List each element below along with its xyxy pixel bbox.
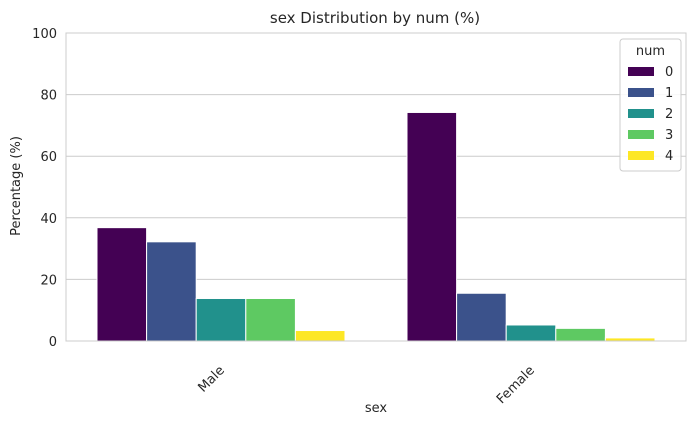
bar-female-2 bbox=[505, 324, 557, 342]
legend-swatch-3 bbox=[628, 130, 654, 139]
bars bbox=[96, 111, 656, 342]
y-tick-label: 40 bbox=[40, 212, 57, 227]
chart-title: sex Distribution by num (%) bbox=[270, 9, 480, 27]
bar-male-4 bbox=[294, 330, 346, 342]
y-tick-label: 60 bbox=[40, 150, 57, 165]
x-tick-label: Male bbox=[195, 363, 227, 395]
y-axis-label: Percentage (%) bbox=[9, 136, 24, 236]
bar-male-2 bbox=[195, 297, 247, 342]
legend-swatch-2 bbox=[628, 109, 654, 118]
y-tick-label: 80 bbox=[40, 89, 57, 104]
legend-label: 0 bbox=[665, 65, 673, 80]
legend-label: 4 bbox=[665, 149, 673, 164]
bar-female-1 bbox=[456, 292, 507, 342]
bar-male-3 bbox=[245, 297, 296, 342]
y-axis-ticks: 0 20 40 60 80 100 bbox=[32, 27, 57, 350]
x-tick-label: Female bbox=[494, 363, 538, 407]
legend-label: 1 bbox=[665, 86, 673, 101]
x-axis-label: sex bbox=[365, 401, 388, 416]
legend-swatch-1 bbox=[628, 88, 654, 97]
bar-female-3 bbox=[555, 327, 606, 342]
legend-swatch-0 bbox=[628, 67, 654, 76]
legend-label: 2 bbox=[665, 107, 673, 122]
y-tick-label: 100 bbox=[32, 27, 57, 42]
legend-title: num bbox=[636, 44, 665, 59]
bar-male-1 bbox=[146, 241, 197, 342]
legend-swatch-4 bbox=[628, 151, 654, 160]
plot-frame bbox=[65, 32, 687, 342]
legend-label: 3 bbox=[665, 128, 673, 143]
y-tick-label: 0 bbox=[49, 335, 57, 350]
bar-female-0 bbox=[406, 111, 458, 342]
y-tick-label: 20 bbox=[40, 273, 57, 288]
bar-male-0 bbox=[96, 227, 148, 342]
